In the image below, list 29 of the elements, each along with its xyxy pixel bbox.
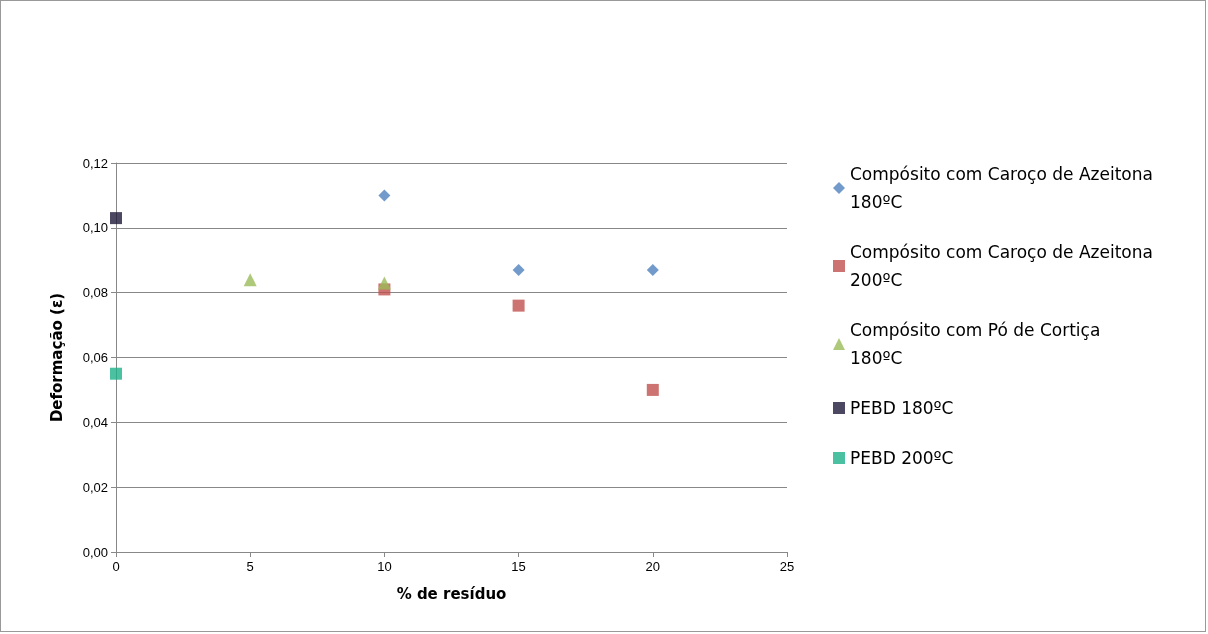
- legend-label: Compósito com Caroço de Azeitona 180ºC: [850, 164, 1159, 212]
- x-axis-title: % de resíduo: [396, 584, 507, 603]
- point: [512, 299, 525, 312]
- legend-label: Compósito com Caroço de Azeitona 200ºC: [850, 242, 1159, 290]
- point: [377, 276, 391, 290]
- point: [110, 212, 122, 225]
- x-tick-label: 25: [779, 559, 795, 574]
- x-tick-label: 5: [246, 559, 254, 574]
- y-tick-label: 0,12: [82, 155, 108, 171]
- point: [646, 383, 659, 396]
- y-tick-label: 0,06: [82, 350, 108, 365]
- point: [243, 273, 257, 287]
- x-tick-label: 15: [511, 559, 526, 574]
- x-tick-label: 20: [645, 559, 661, 574]
- y-tick-label: 0,08: [82, 285, 108, 301]
- legend-label: PEBD 180ºC: [850, 398, 954, 418]
- point: [378, 189, 391, 202]
- legend-label: Compósito com Pó de Cortiça 180ºC: [850, 320, 1106, 368]
- y-tick-label: 0,10: [82, 220, 108, 236]
- point: [646, 263, 659, 276]
- point: [110, 367, 122, 380]
- y-tick-label: 0,02: [82, 479, 108, 495]
- x-tick-label: 10: [377, 559, 392, 574]
- legend-label: PEBD 200ºC: [850, 448, 954, 468]
- point: [512, 263, 525, 276]
- x-tick-label: 0: [112, 559, 120, 574]
- y-tick-label: 0,00: [82, 544, 108, 560]
- y-axis-title: Deformação (ε): [47, 292, 66, 423]
- y-tick-label: 0,04: [82, 414, 108, 430]
